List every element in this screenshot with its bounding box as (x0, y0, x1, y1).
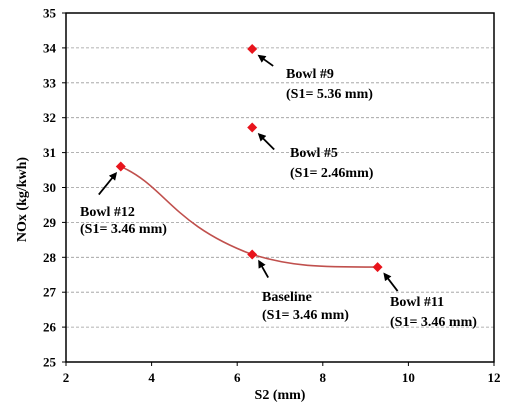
x-tick-label: 6 (234, 370, 241, 385)
x-tick-label: 8 (320, 370, 327, 385)
y-tick-label: 33 (43, 75, 57, 90)
annotation-label: Bowl #5 (290, 146, 338, 161)
annotation-label: Baseline (262, 290, 312, 305)
y-tick-label: 28 (43, 250, 57, 265)
data-points (115, 43, 383, 273)
y-tick-label: 30 (43, 180, 56, 195)
annotation-arrow (98, 172, 118, 196)
y-tick-label: 34 (43, 40, 57, 55)
fit-curve (120, 165, 378, 268)
annotation-arrow (383, 272, 399, 292)
annotation-sublabel: (S1= 5.36 mm) (286, 87, 373, 102)
annotation-label: Bowl #9 (286, 67, 334, 82)
y-tick-label: 29 (43, 215, 57, 230)
y-tick-label: 31 (43, 145, 56, 160)
annotation-label: Bowl #11 (390, 295, 444, 310)
x-tick-label: 12 (488, 370, 501, 385)
x-tick-label: 4 (148, 370, 155, 385)
annotation-arrow (257, 133, 275, 151)
annotation-sublabel: (S1= 3.46 mm) (262, 308, 349, 323)
annotation-sublabel: (S1= 2.46mm) (290, 166, 374, 181)
y-tick-label: 25 (43, 355, 57, 370)
data-point (372, 262, 383, 273)
y-axis: 25 26 27 28 29 30 31 32 33 34 35 (43, 6, 66, 370)
data-point (115, 161, 126, 172)
data-point (247, 249, 258, 260)
data-point (247, 43, 258, 54)
x-tick-label: 10 (402, 370, 415, 385)
x-tick-label: 2 (63, 370, 70, 385)
y-tick-label: 32 (43, 110, 56, 125)
annotations: Bowl #9 (S1= 5.36 mm) Bowl #5 (S1= 2.46mm) B… (80, 54, 477, 330)
y-tick-label: 35 (43, 6, 57, 21)
x-axis: 2 4 6 8 10 12 (63, 362, 501, 385)
y-tick-label: 27 (43, 285, 57, 300)
annotation-label: Bowl #12 (80, 205, 135, 220)
data-point (247, 122, 258, 133)
grid-lines (66, 47, 494, 328)
annotation-arrow (258, 259, 269, 278)
annotation-sublabel: (S1= 3.46 mm) (80, 222, 167, 237)
annotation-arrow (257, 54, 274, 67)
y-tick-label: 26 (43, 320, 57, 335)
y-axis-title: NOx (kg/kwh) (15, 157, 30, 243)
x-axis-title: S2 (mm) (255, 388, 306, 403)
annotation-sublabel: (S1= 3.46 mm) (390, 315, 477, 330)
